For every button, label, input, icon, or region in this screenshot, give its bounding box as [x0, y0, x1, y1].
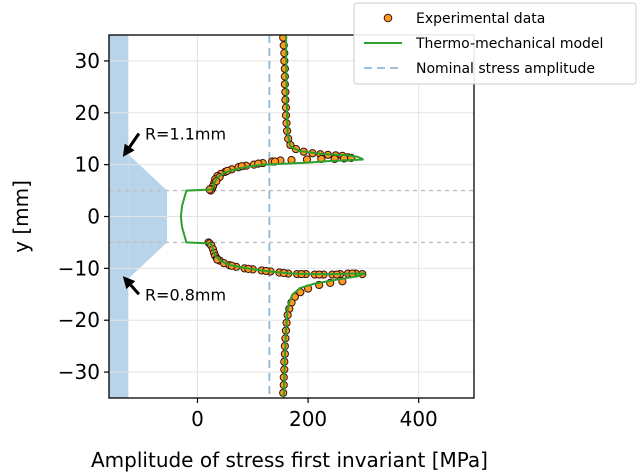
- y-tick-label: 20: [75, 101, 100, 125]
- legend: Experimental data Thermo-mechanical model…: [353, 2, 637, 85]
- annotation-label: R=0.8mm: [145, 285, 226, 304]
- data-point: [281, 111, 291, 120]
- y-tick-label: −20: [58, 308, 100, 332]
- data-point: [280, 64, 289, 73]
- y-tick-label: 30: [75, 49, 100, 73]
- grid: [109, 35, 474, 398]
- legend-item: Experimental data: [383, 11, 545, 27]
- legend-item: Nominal stress amplitude: [364, 61, 595, 77]
- data-point: [281, 95, 290, 104]
- y-tick-label: −30: [58, 360, 100, 384]
- annotation-arrow-head: [122, 143, 135, 157]
- legend-label: Nominal stress amplitude: [416, 61, 595, 77]
- annotation-arrow-shaft: [128, 132, 141, 148]
- x-tick-label: 400: [400, 407, 438, 431]
- data-point: [281, 87, 290, 97]
- data-series: [179, 35, 367, 398]
- annotation-arrow-head: [122, 276, 136, 290]
- legend-item: Thermo-mechanical model: [364, 36, 603, 52]
- model-line: [179, 35, 366, 398]
- x-tick-label: 200: [289, 407, 327, 431]
- x-axis-label: Amplitude of stress first invariant [MPa…: [91, 448, 488, 472]
- annotations: R=1.1mm R=0.8mm: [122, 125, 226, 304]
- reference-lines: [109, 35, 474, 398]
- legend-label: Thermo-mechanical model: [415, 36, 603, 52]
- y-axis-label: y [mm]: [9, 180, 33, 253]
- y-tick-label: 0: [87, 205, 100, 229]
- y-tick-label: −10: [58, 256, 100, 280]
- legend-label: Experimental data: [416, 11, 545, 27]
- y-tick-label: 10: [75, 153, 100, 177]
- data-point: [213, 255, 222, 264]
- annotation-arrow-shaft: [129, 284, 141, 296]
- legend-marker: [383, 13, 393, 23]
- ticks: 0 200 400 −30 −20 −10 0 10 20 30: [58, 49, 438, 431]
- annotation-label: R=1.1mm: [145, 125, 226, 144]
- x-tick-label: 0: [191, 407, 204, 431]
- legend-box: [353, 2, 637, 85]
